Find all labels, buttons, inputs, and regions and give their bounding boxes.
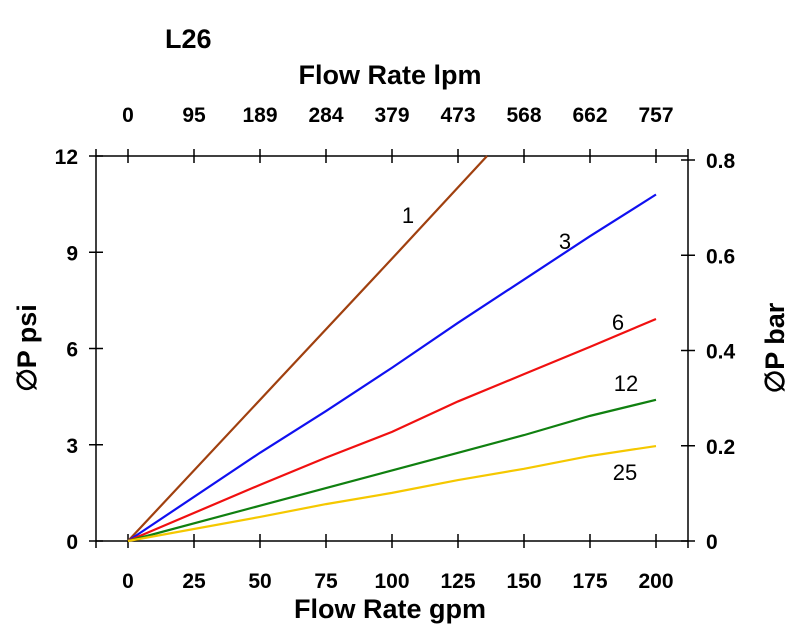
y2-tick-label: 0.6	[706, 245, 735, 268]
y-tick-label: 3	[66, 435, 78, 458]
y2-tick-label: 0	[706, 531, 718, 554]
x-tick-label: 150	[506, 570, 541, 593]
x-tick-label: 75	[314, 570, 338, 593]
y-tick-label: 0	[66, 531, 78, 554]
x-tick-label: 200	[638, 570, 673, 593]
x2-tick-label: 379	[374, 104, 409, 127]
series-label-1: 1	[402, 203, 414, 228]
series-line-12	[127, 398, 657, 543]
x-tick-label: 100	[374, 570, 409, 593]
y2-axis-label: ∅P bar	[760, 302, 790, 393]
y2-tick-label: 0.8	[706, 150, 736, 173]
x2-tick-label: 189	[242, 104, 277, 127]
series-label-6: 6	[612, 310, 624, 335]
y-tick-label: 9	[66, 242, 78, 265]
x2-axis-label: Flow Rate lpm	[298, 60, 481, 90]
series-line-25	[127, 444, 657, 543]
series-label-12: 12	[614, 371, 638, 396]
x2-tick-label: 757	[638, 104, 673, 127]
chart-title: L26	[165, 24, 212, 54]
y2-tick-label: 0.4	[706, 341, 736, 364]
y-tick-label: 6	[66, 339, 78, 362]
series-line-6	[127, 317, 657, 543]
x-tick-label: 125	[440, 570, 475, 593]
x-tick-label: 50	[248, 570, 271, 593]
series-line-3	[127, 193, 657, 542]
y-tick-label: 12	[55, 146, 78, 169]
series-label-25: 25	[613, 460, 637, 485]
x-tick-label: 175	[572, 570, 607, 593]
x-tick-label: 0	[122, 570, 134, 593]
series-label-3: 3	[559, 229, 571, 254]
x-tick-label: 25	[182, 570, 206, 593]
x2-tick-label: 95	[182, 104, 206, 127]
x2-tick-label: 662	[572, 104, 607, 127]
series-line-1	[127, 155, 488, 542]
x2-tick-label: 568	[506, 104, 541, 127]
x2-tick-label: 473	[440, 104, 475, 127]
x2-tick-label: 284	[308, 104, 343, 127]
y-axis-label: ∅P psi	[12, 304, 42, 392]
y2-tick-label: 0.2	[706, 436, 735, 459]
x2-tick-label: 0	[122, 104, 134, 127]
x-axis-label: Flow Rate gpm	[294, 594, 486, 624]
